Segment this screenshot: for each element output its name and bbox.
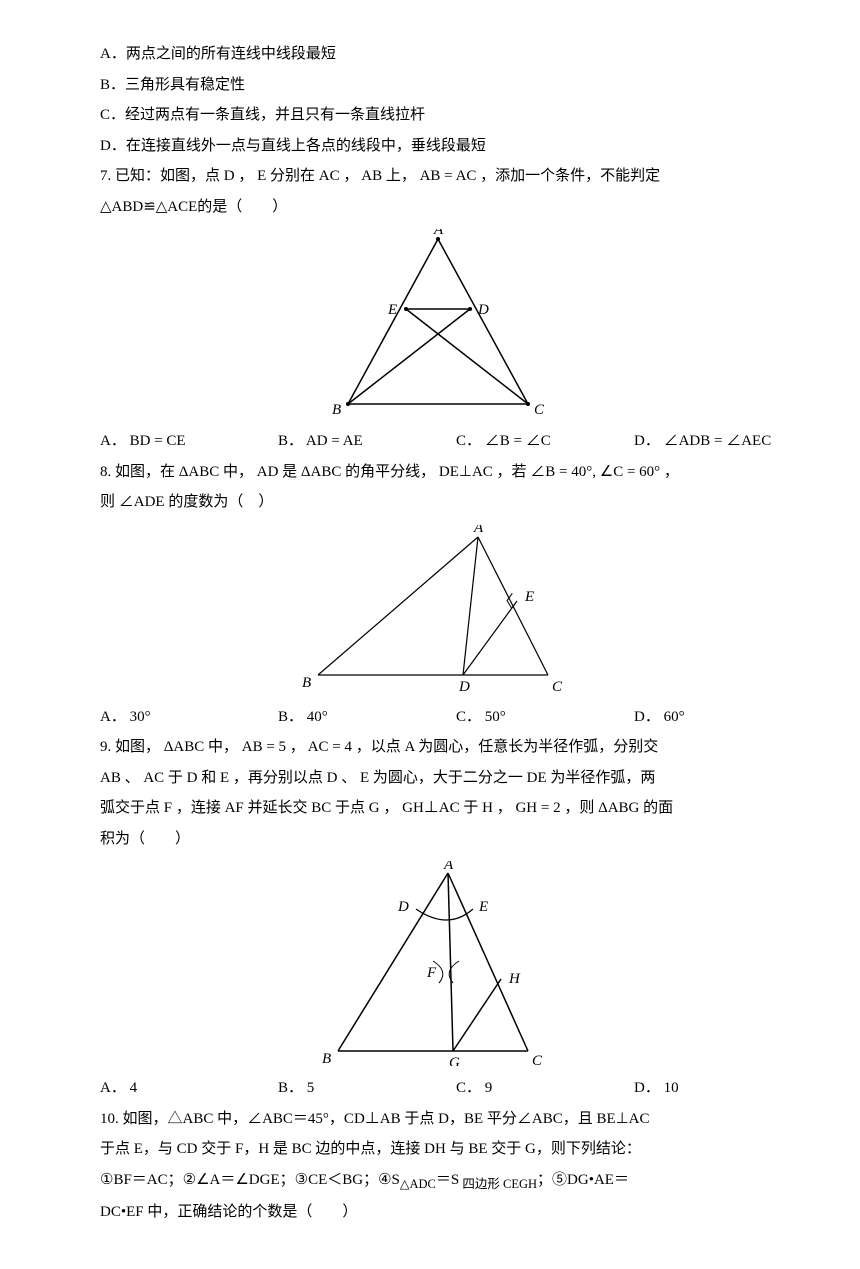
svg-text:D: D	[458, 679, 470, 695]
q6-option-b: B．三角形具有稳定性	[100, 71, 775, 100]
svg-text:E: E	[387, 302, 397, 318]
q9-option-c: C． 9	[456, 1074, 634, 1103]
q7-figure: A E D B C	[100, 229, 775, 419]
q10-stem-line3: ①BF＝AC；②∠A＝∠DGE；③CE＜BG；④S△ADC＝S 四边形 CEGH…	[100, 1166, 775, 1197]
q10-stem3-sub2: 四边形 CEGH	[459, 1177, 537, 1191]
q8-option-a: A． 30°	[100, 703, 278, 732]
q7-stem-line1: 7. 已知：如图，点 D ， E 分别在 AC ， AB 上， AB = AC …	[100, 162, 775, 191]
svg-text:G: G	[449, 1055, 460, 1066]
q9-stem-line2: AB 、 AC 于 D 和 E ，再分别以点 D 、 E 为圆心，大于二分之一 …	[100, 764, 775, 793]
svg-text:C: C	[552, 679, 563, 695]
q7-option-b: B． AD = AE	[278, 427, 456, 456]
svg-text:B: B	[332, 402, 341, 418]
svg-text:B: B	[302, 675, 311, 691]
q9-option-d: D． 10	[634, 1074, 775, 1103]
q10-stem3-part2: ＝S	[436, 1172, 459, 1188]
q10-stem-line2: 于点 E，与 CD 交于 F，H 是 BC 边的中点，连接 DH 与 BE 交于…	[100, 1135, 775, 1164]
svg-text:D: D	[477, 302, 489, 318]
svg-text:A: A	[473, 525, 484, 536]
q7-option-d: D． ∠ADB = ∠AEC	[634, 427, 775, 456]
svg-text:H: H	[508, 971, 521, 987]
svg-text:C: C	[534, 402, 545, 418]
q9-options: A． 4 B． 5 C． 9 D． 10	[100, 1074, 775, 1103]
q6-option-d: D．在连接直线外一点与直线上各点的线段中，垂线段最短	[100, 132, 775, 161]
q10-stem3-sub1: △ADC	[400, 1177, 436, 1191]
q6-option-a: A．两点之间的所有连线中线段最短	[100, 40, 775, 69]
q9-stem-line4: 积为（ ）	[100, 825, 775, 854]
svg-text:A: A	[433, 229, 444, 238]
q9-stem-line3: 弧交于点 F ，连接 AF 并延长交 BC 于点 G ， GH⊥AC 于 H ，…	[100, 794, 775, 823]
q7-stem-line2: △ABD≌△ACE的是（ ）	[100, 193, 775, 222]
q6-option-c: C．经过两点有一条直线，并且只有一条直线拉杆	[100, 101, 775, 130]
svg-text:A: A	[443, 861, 454, 873]
q8-option-c: C． 50°	[456, 703, 634, 732]
q9-stem-line1: 9. 如图， ΔABC 中， AB = 5 ， AC = 4 ，以点 A 为圆心…	[100, 733, 775, 762]
q7-options: A． BD = CE B． AD = AE C． ∠B = ∠C D． ∠ADB…	[100, 427, 775, 456]
q10-stem-line4: DC•EF 中，正确结论的个数是（ ）	[100, 1198, 775, 1227]
q9-figure: A D E F H B G C	[100, 861, 775, 1066]
svg-text:D: D	[397, 899, 409, 915]
svg-text:E: E	[478, 899, 488, 915]
q10-stem3-part3: ；⑤DG•AE＝	[537, 1172, 629, 1188]
q10-stem-line1: 10. 如图，△ABC 中，∠ABC＝45°，CD⊥AB 于点 D，BE 平分∠…	[100, 1105, 775, 1134]
q8-figure: A B D C E	[100, 525, 775, 695]
q7-option-c: C． ∠B = ∠C	[456, 427, 634, 456]
svg-text:F: F	[426, 965, 437, 981]
q7-option-a: A． BD = CE	[100, 427, 278, 456]
q9-option-b: B． 5	[278, 1074, 456, 1103]
svg-text:C: C	[532, 1053, 543, 1066]
q8-stem-line2: 则 ∠ADE 的度数为（ ）	[100, 488, 775, 517]
q10-stem3-part1: ①BF＝AC；②∠A＝∠DGE；③CE＜BG；④S	[100, 1172, 400, 1188]
q8-option-b: B． 40°	[278, 703, 456, 732]
svg-text:B: B	[322, 1051, 331, 1066]
svg-text:E: E	[524, 589, 534, 605]
q8-option-d: D． 60°	[634, 703, 775, 732]
q9-option-a: A． 4	[100, 1074, 278, 1103]
q8-stem-line1: 8. 如图，在 ΔABC 中， AD 是 ΔABC 的角平分线， DE⊥AC ，…	[100, 458, 775, 487]
q8-options: A． 30° B． 40° C． 50° D． 60°	[100, 703, 775, 732]
